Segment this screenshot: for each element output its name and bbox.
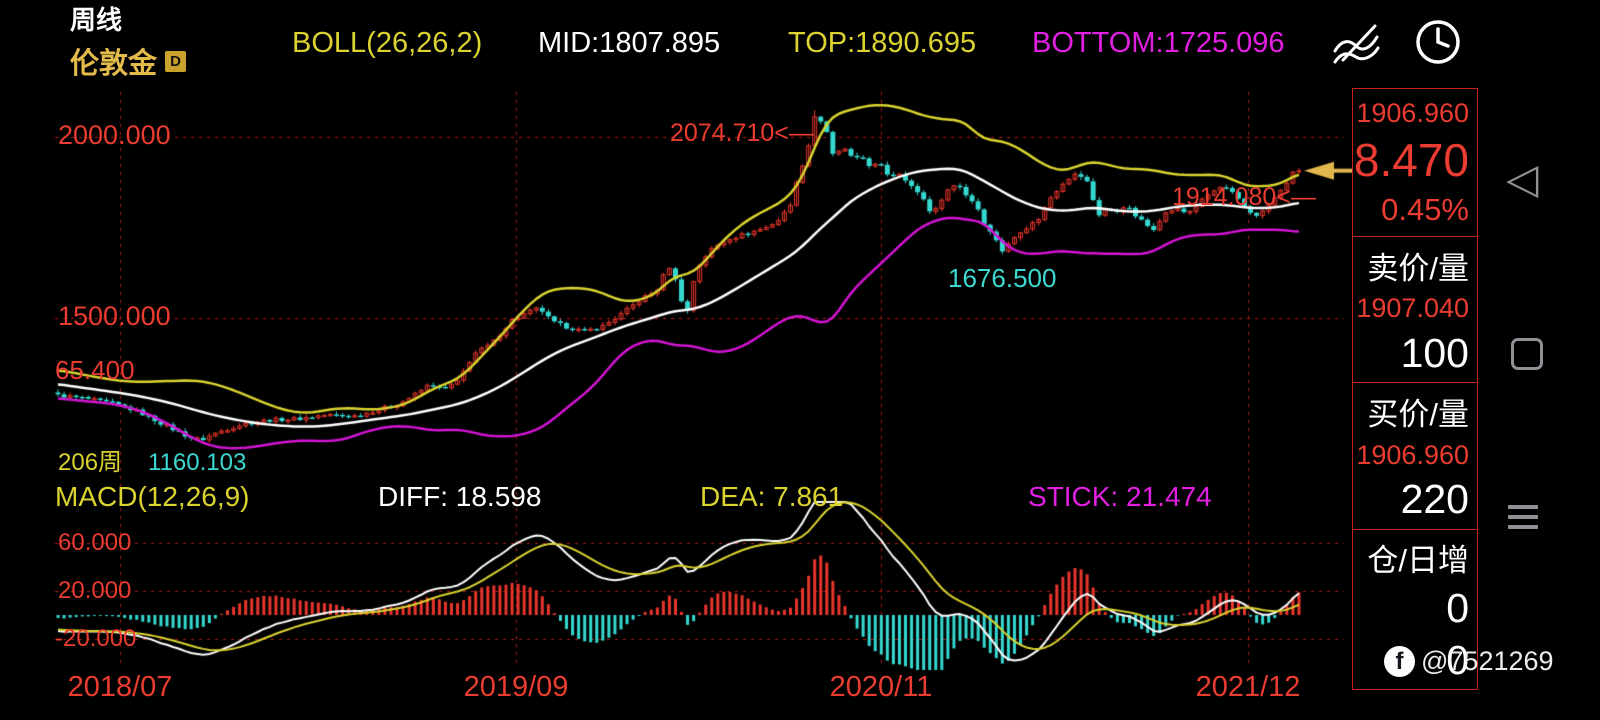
y-axis-label-2000: 2000.000	[58, 120, 171, 150]
indicator-settings-icon[interactable]	[1330, 20, 1382, 66]
symbol-row[interactable]: 伦敦金 D	[70, 40, 187, 82]
macd-params-label: MACD(12,26,9)	[55, 481, 250, 512]
ask-label: 卖价/量	[1367, 250, 1469, 286]
facebook-icon: f	[1384, 646, 1415, 677]
macd-tick-20: 20.000	[58, 577, 132, 604]
annotation-week-count: 206周	[58, 449, 123, 476]
x-axis-label-2018-07: 2018/07	[67, 671, 173, 703]
macd-tick-neg20: -20.000	[55, 625, 137, 652]
position-block[interactable]: 仓/日增 0 0	[1353, 530, 1477, 689]
boll-params-label: BOLL(26,26,2)	[292, 27, 483, 59]
ask-price: 1907.040	[1356, 293, 1469, 323]
macd-stick-label: STICK: 21.474	[1028, 481, 1212, 512]
period-selector[interactable]: 周线	[70, 5, 123, 35]
macd-tick-60: 60.000	[58, 529, 132, 556]
last-price: 1906.960	[1356, 97, 1469, 128]
boll-top-value: TOP:1890.695	[788, 27, 977, 59]
y-axis-label-partial: 65.400	[55, 355, 135, 385]
ask-block[interactable]: 卖价/量 1907.040 100	[1353, 237, 1477, 383]
recents-bar	[1508, 525, 1538, 529]
y-axis-label-1500: 1500.000	[58, 301, 171, 331]
position-daily-value: 0	[1446, 637, 1469, 683]
boll-mid-value: MID:1807.895	[538, 27, 721, 59]
clock-icon[interactable]	[1412, 16, 1464, 68]
boll-bottom-value: BOTTOM:1725.096	[1032, 27, 1285, 59]
annotation-recent-high: 1914.080<—	[1172, 183, 1316, 211]
back-icon[interactable]: ◁	[1506, 155, 1539, 202]
bid-price: 1906.960	[1356, 439, 1469, 470]
price-change: 8.470	[1353, 134, 1469, 186]
watermark-handle: @7521269	[1421, 646, 1554, 676]
last-price-block[interactable]: 1906.960 8.470 0.45%	[1353, 89, 1477, 237]
annotation-low-2021: 1676.500	[948, 263, 1057, 293]
annotation-all-time-high: 2074.710<—	[670, 119, 814, 147]
bid-block[interactable]: 买价/量 1906.960 220	[1353, 383, 1477, 530]
watermark: f @7521269	[1384, 646, 1554, 677]
x-axis-label-2019-09: 2019/09	[463, 671, 569, 703]
macd-dea-label: DEA: 7.861	[700, 481, 844, 512]
quote-panel: 1906.960 8.470 0.45% 卖价/量 1907.040 100 买…	[1352, 88, 1478, 690]
annotation-low-2018: 1160.103	[148, 449, 247, 476]
symbol-name: 伦敦金	[70, 48, 158, 80]
recents-bar	[1508, 515, 1538, 519]
symbol-badge: D	[165, 50, 187, 72]
x-axis-label-2021-12: 2021/12	[1195, 671, 1301, 703]
facebook-f: f	[1395, 647, 1404, 675]
recents-icon[interactable]	[1508, 505, 1538, 535]
position-label: 仓/日增	[1367, 543, 1469, 578]
recents-bar	[1508, 505, 1538, 509]
macd-diff-label: DIFF: 18.598	[378, 481, 542, 512]
price-change-percent: 0.45%	[1381, 191, 1469, 227]
ask-volume: 100	[1400, 329, 1469, 376]
bid-volume: 220	[1400, 476, 1469, 523]
candlestick-chart-canvas[interactable]	[0, 0, 1352, 720]
x-axis-label-2020-11: 2020/11	[829, 671, 933, 703]
home-icon[interactable]	[1511, 338, 1543, 370]
position-value: 0	[1446, 585, 1469, 631]
bid-label: 买价/量	[1367, 396, 1469, 432]
topbar: 周线 伦敦金 D BOLL(26,26,2) MID:1807.895 TOP:…	[0, 0, 1600, 88]
